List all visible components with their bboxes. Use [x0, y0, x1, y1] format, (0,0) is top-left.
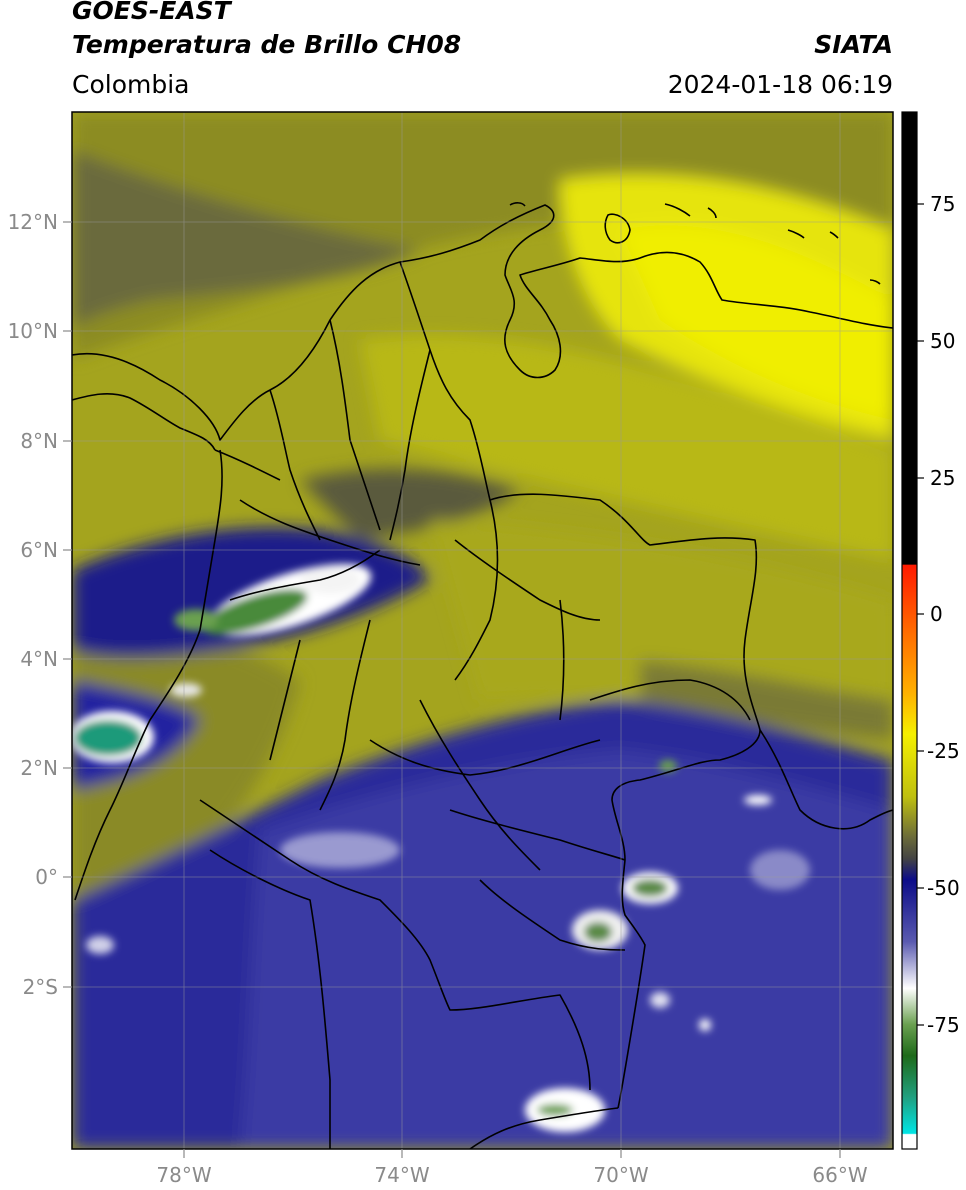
lat-label: 10°N [8, 319, 58, 343]
colorbar-label: -75 [927, 1013, 960, 1037]
colorbar-gradient [902, 112, 917, 1149]
satellite-title: GOES-EAST [72, 0, 231, 25]
lon-label: 78°W [156, 1163, 211, 1187]
lat-label: 6°N [20, 538, 58, 562]
region-label: Colombia [72, 70, 190, 99]
colorbar-frame [901, 111, 918, 1150]
lon-label: 74°W [374, 1163, 429, 1187]
colorbar-label: -25 [927, 739, 960, 763]
colorbar: 75 50 25 0 -25 -50 -75 [901, 111, 960, 1150]
product-title: Temperatura de Brillo CH08 [72, 30, 462, 59]
lon-label: 70°W [593, 1163, 648, 1187]
datetime-label: 2024-01-18 06:19 [667, 70, 893, 99]
gridlines [72, 112, 893, 1149]
colorbar-label: 50 [930, 329, 955, 353]
colorbar-label: 25 [930, 466, 955, 490]
lat-label: 12°N [8, 210, 58, 234]
brightness-temperature-field [72, 112, 893, 1149]
colorbar-label: 0 [930, 602, 943, 626]
lat-label: 4°N [20, 647, 58, 671]
lat-label: 2°S [23, 975, 58, 999]
lon-tick-marks [183, 1149, 841, 1158]
colorbar-label: 75 [930, 192, 955, 216]
boundaries [72, 202, 893, 1149]
colorbar-label: -50 [927, 876, 960, 900]
lat-label: 2°N [20, 756, 58, 780]
lat-label: 8°N [20, 429, 58, 453]
institution-label: SIATA [814, 30, 893, 59]
map-frame [71, 111, 894, 1150]
lat-label: 0° [35, 865, 58, 889]
lon-label: 66°W [812, 1163, 867, 1187]
lat-tick-marks [63, 221, 72, 988]
